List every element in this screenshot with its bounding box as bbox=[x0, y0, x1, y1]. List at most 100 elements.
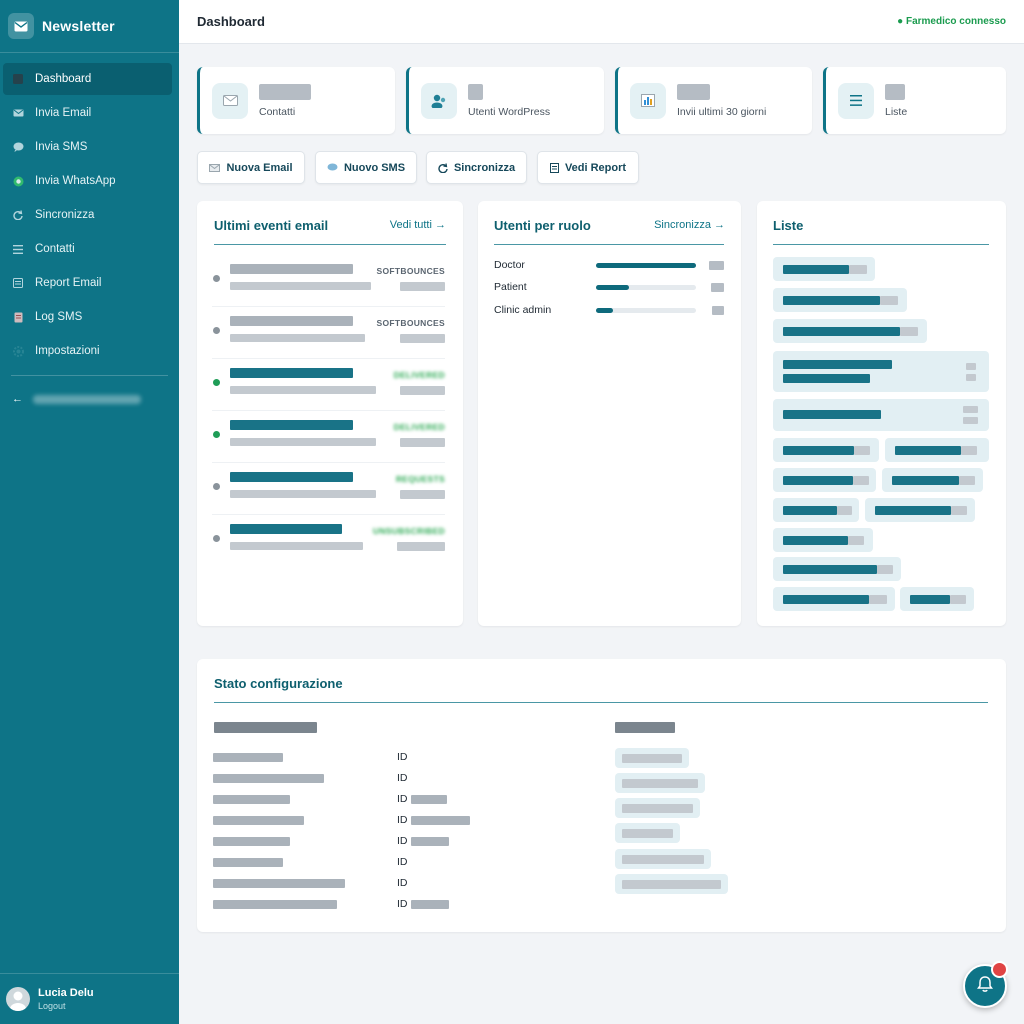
view-report-button[interactable]: Vedi Report bbox=[537, 151, 639, 184]
event-status: UNSUBSCRIBED bbox=[372, 526, 445, 536]
table-row[interactable]: DELIVERED bbox=[212, 359, 445, 411]
event-recipient bbox=[230, 334, 365, 342]
sidebar-item-invia-sms[interactable]: Invia SMS bbox=[3, 131, 172, 163]
config-column-heading bbox=[615, 722, 675, 733]
top-header: Dashboard ● Farmedico connesso bbox=[179, 0, 1024, 44]
config-id-value bbox=[411, 795, 447, 804]
notification-badge bbox=[991, 961, 1008, 978]
sidebar-item-invia-whatsapp[interactable]: Invia WhatsApp bbox=[3, 165, 172, 197]
list-chip[interactable] bbox=[773, 468, 876, 492]
list-chip[interactable] bbox=[885, 438, 989, 462]
list-chip[interactable] bbox=[773, 257, 875, 281]
sidebar-item-contatti[interactable]: Contatti bbox=[3, 233, 172, 265]
event-status: SOFTBOUNCES bbox=[376, 318, 445, 328]
event-date bbox=[397, 542, 445, 551]
event-status: DELIVERED bbox=[393, 422, 445, 432]
event-status: REQUESTS bbox=[395, 474, 445, 484]
role-bar-track bbox=[596, 263, 696, 268]
view-report-label: Vedi Report bbox=[564, 161, 627, 174]
list-chip[interactable] bbox=[773, 288, 907, 312]
role-count bbox=[709, 261, 724, 270]
panel-title: Utenti per ruolo bbox=[494, 218, 591, 233]
event-recipient bbox=[230, 490, 376, 498]
event-subject bbox=[230, 420, 353, 430]
new-sms-button[interactable]: Nuovo SMS bbox=[315, 151, 417, 184]
event-subject bbox=[230, 316, 353, 326]
event-status: DELIVERED bbox=[393, 370, 445, 380]
sidebar-item-invia-email[interactable]: Invia Email bbox=[3, 97, 172, 129]
stat-label: Contatti bbox=[259, 105, 296, 118]
table-row[interactable]: DELIVERED bbox=[212, 411, 445, 463]
sidebar-item-label: Log SMS bbox=[35, 311, 83, 323]
config-value-chip bbox=[615, 823, 680, 843]
new-sms-label: Nuovo SMS bbox=[343, 161, 406, 174]
sidebar-item-label: Report Email bbox=[35, 277, 102, 289]
list-chip[interactable] bbox=[882, 468, 983, 492]
list-chip[interactable] bbox=[773, 438, 879, 462]
config-key bbox=[213, 795, 290, 804]
sync-label: Sincronizza bbox=[453, 161, 516, 174]
stat-value-liste bbox=[885, 83, 905, 100]
sidebar-item-report-email[interactable]: Report Email bbox=[3, 267, 172, 299]
list-icon bbox=[838, 82, 874, 119]
config-value-chip bbox=[615, 849, 711, 869]
list-chip[interactable] bbox=[773, 557, 901, 581]
sidebar-item-label: Sincronizza bbox=[35, 209, 95, 221]
config-id-label: ID bbox=[397, 751, 408, 763]
sidebar-item-label: Invia Email bbox=[35, 107, 92, 119]
brand[interactable]: Newsletter bbox=[0, 0, 179, 53]
sidebar-item-dashboard[interactable]: Dashboard bbox=[3, 63, 172, 95]
sidebar-item-log-sms[interactable]: Log SMS bbox=[3, 301, 172, 333]
list-chip[interactable] bbox=[773, 351, 989, 392]
table-row[interactable]: SOFTBOUNCES bbox=[212, 307, 445, 359]
event-date bbox=[400, 282, 445, 291]
report-icon bbox=[549, 162, 559, 173]
config-key bbox=[213, 774, 324, 783]
config-value-chip bbox=[615, 798, 700, 818]
panel-divider bbox=[214, 702, 988, 703]
view-all-link[interactable]: Vedi tutti → bbox=[389, 219, 446, 231]
stat-card-liste: Liste bbox=[823, 67, 1006, 134]
sync-link[interactable]: Sincronizza → bbox=[654, 219, 725, 231]
list-chip[interactable] bbox=[865, 498, 975, 522]
list-icon bbox=[12, 243, 24, 255]
list-chip[interactable] bbox=[900, 587, 974, 611]
bell-icon bbox=[977, 975, 993, 998]
sidebar-item-label: Invia SMS bbox=[35, 141, 88, 153]
new-email-button[interactable]: Nuova Email bbox=[197, 151, 305, 184]
back-link-label bbox=[33, 394, 141, 404]
sync-button[interactable]: Sincronizza bbox=[426, 151, 527, 184]
table-row[interactable]: REQUESTS bbox=[212, 463, 445, 515]
avatar[interactable] bbox=[6, 987, 30, 1011]
list-chip[interactable] bbox=[773, 399, 989, 431]
event-recipient bbox=[230, 542, 363, 550]
back-link[interactable]: ← bbox=[0, 384, 179, 414]
table-row[interactable]: SOFTBOUNCES bbox=[212, 255, 445, 307]
connection-status: ● Farmedico connesso bbox=[897, 16, 1006, 27]
sync-icon bbox=[12, 209, 24, 221]
list-chip[interactable] bbox=[773, 498, 859, 522]
mail-icon bbox=[8, 13, 34, 39]
event-date bbox=[400, 334, 445, 343]
config-key bbox=[213, 858, 283, 867]
list-chip[interactable] bbox=[773, 528, 873, 552]
event-subject bbox=[230, 472, 353, 482]
list-chip[interactable] bbox=[773, 587, 895, 611]
list-chip[interactable] bbox=[773, 319, 927, 343]
stat-label: Liste bbox=[885, 105, 908, 118]
event-status: SOFTBOUNCES bbox=[376, 266, 445, 276]
event-subject bbox=[230, 368, 353, 378]
brand-title: Newsletter bbox=[42, 18, 115, 34]
sidebar-item-sincronizza[interactable]: Sincronizza bbox=[3, 199, 172, 231]
config-column-heading bbox=[214, 722, 317, 733]
config-key bbox=[213, 816, 304, 825]
event-recipient bbox=[230, 438, 376, 446]
sidebar-item-impostazioni[interactable]: Impostazioni bbox=[3, 335, 172, 367]
table-row[interactable]: UNSUBSCRIBED bbox=[212, 515, 445, 567]
chat-icon bbox=[12, 141, 24, 153]
panel-title: Stato configurazione bbox=[214, 676, 343, 691]
logout-link[interactable]: Logout bbox=[38, 1001, 66, 1011]
event-date bbox=[400, 386, 445, 395]
mail-icon bbox=[12, 107, 24, 119]
stat-value-invii bbox=[677, 83, 710, 100]
